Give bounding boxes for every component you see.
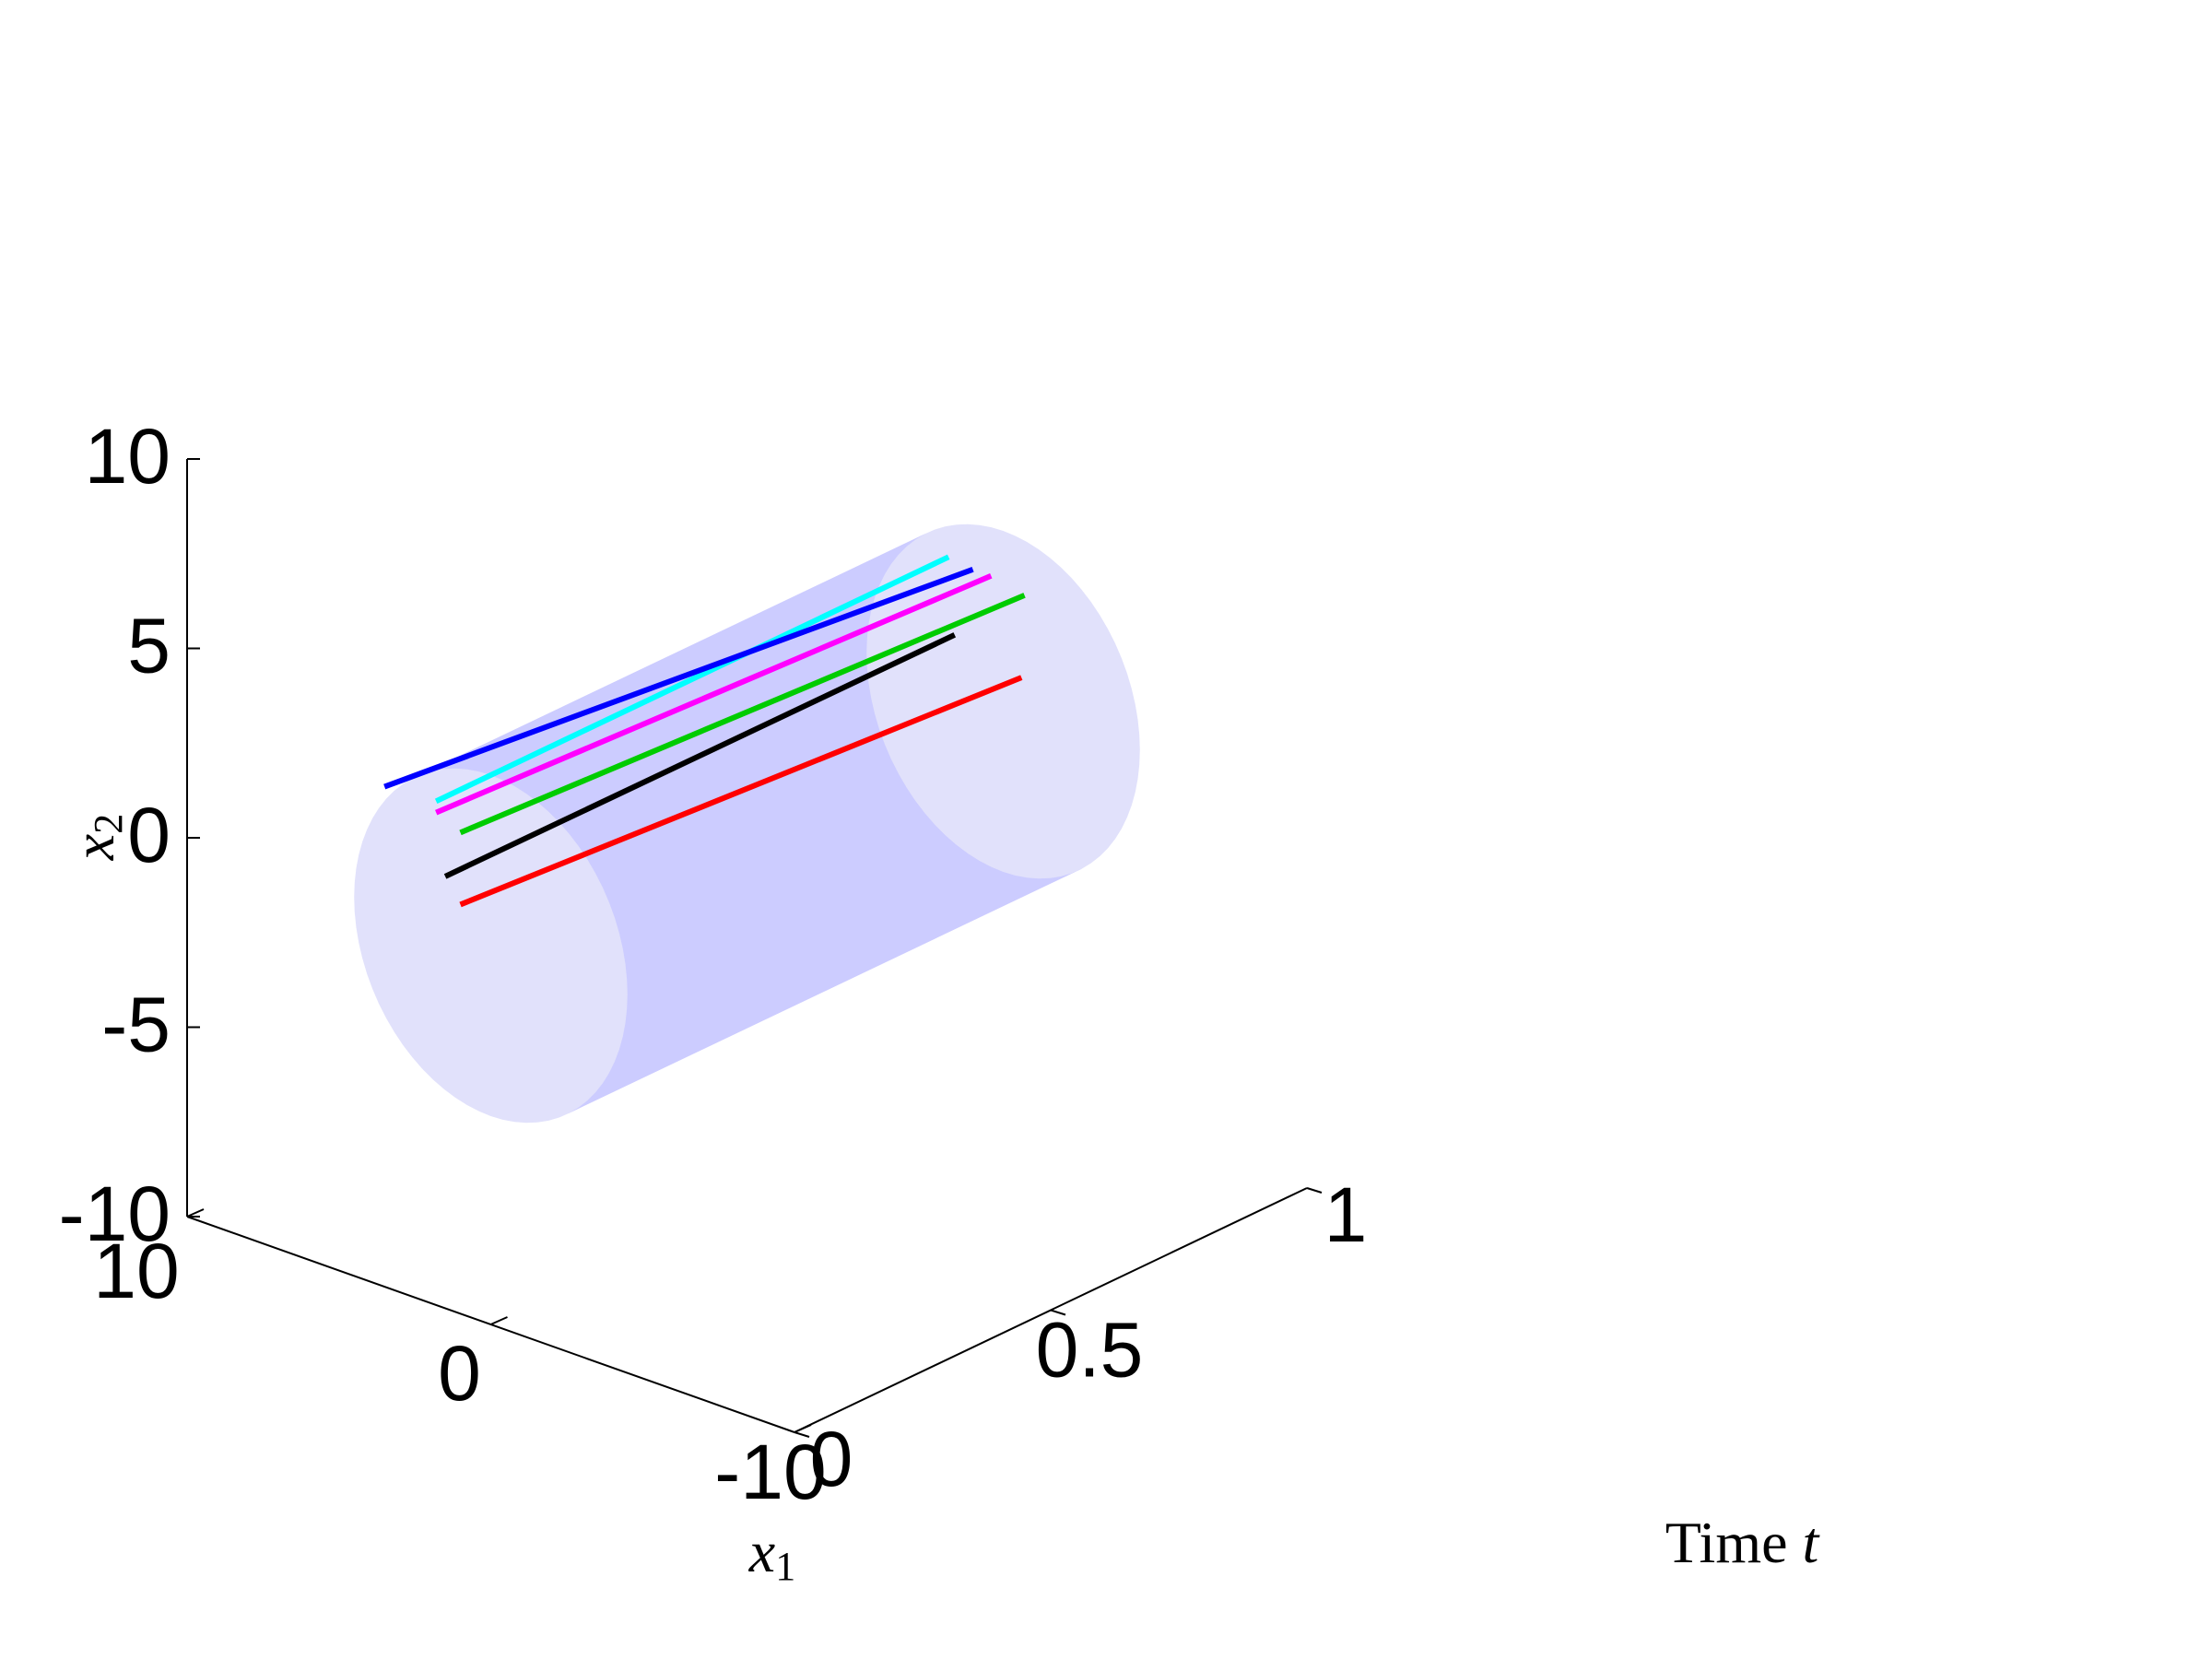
time-tick-label-0: 0 xyxy=(810,1416,853,1502)
axes-layer xyxy=(186,458,1323,1438)
x2-tick-label-2: 0 xyxy=(127,792,171,878)
time-tick-1 xyxy=(1050,1309,1066,1316)
x1-tick-label-1: 0 xyxy=(438,1330,481,1417)
trajectory-line-4 xyxy=(443,632,957,879)
time-tick-2 xyxy=(1306,1187,1323,1194)
time-tick-label-2: 1 xyxy=(1324,1171,1368,1258)
x2-tick-label-4: 10 xyxy=(85,413,171,500)
trajectory-line-5 xyxy=(459,675,1023,908)
x1-tick-label-2: 10 xyxy=(93,1228,179,1314)
time-tick-0 xyxy=(794,1431,810,1438)
x2-axis-label: x2 xyxy=(61,814,131,861)
trajectory-line-0 xyxy=(434,554,950,805)
trajectory-line-1 xyxy=(435,573,993,816)
tube-layer xyxy=(354,524,1140,1124)
x1-tick-1 xyxy=(490,1316,508,1325)
trajectory-line-2 xyxy=(459,593,1026,836)
x1-tick-2 xyxy=(186,1208,205,1218)
x2-tick-label-1: -5 xyxy=(101,982,171,1068)
x1-tick-0 xyxy=(794,1424,812,1433)
time-tick-label-1: 0.5 xyxy=(1036,1307,1144,1394)
x2-tick-label-0: -10 xyxy=(59,1171,171,1257)
x1-axis-label: x1 xyxy=(748,1519,795,1589)
tube-cap-start xyxy=(354,768,628,1124)
x2-tick-label-3: 5 xyxy=(127,603,171,689)
x1-tick-label-0: -10 xyxy=(714,1429,826,1515)
axis-label-layer: x2 x1 Time t xyxy=(61,814,1821,1589)
trajectory-layer xyxy=(383,554,1026,908)
trajectory-line-3 xyxy=(383,566,974,790)
tube-cap-end xyxy=(866,524,1140,879)
time-axis-label: Time t xyxy=(1665,1510,1821,1575)
